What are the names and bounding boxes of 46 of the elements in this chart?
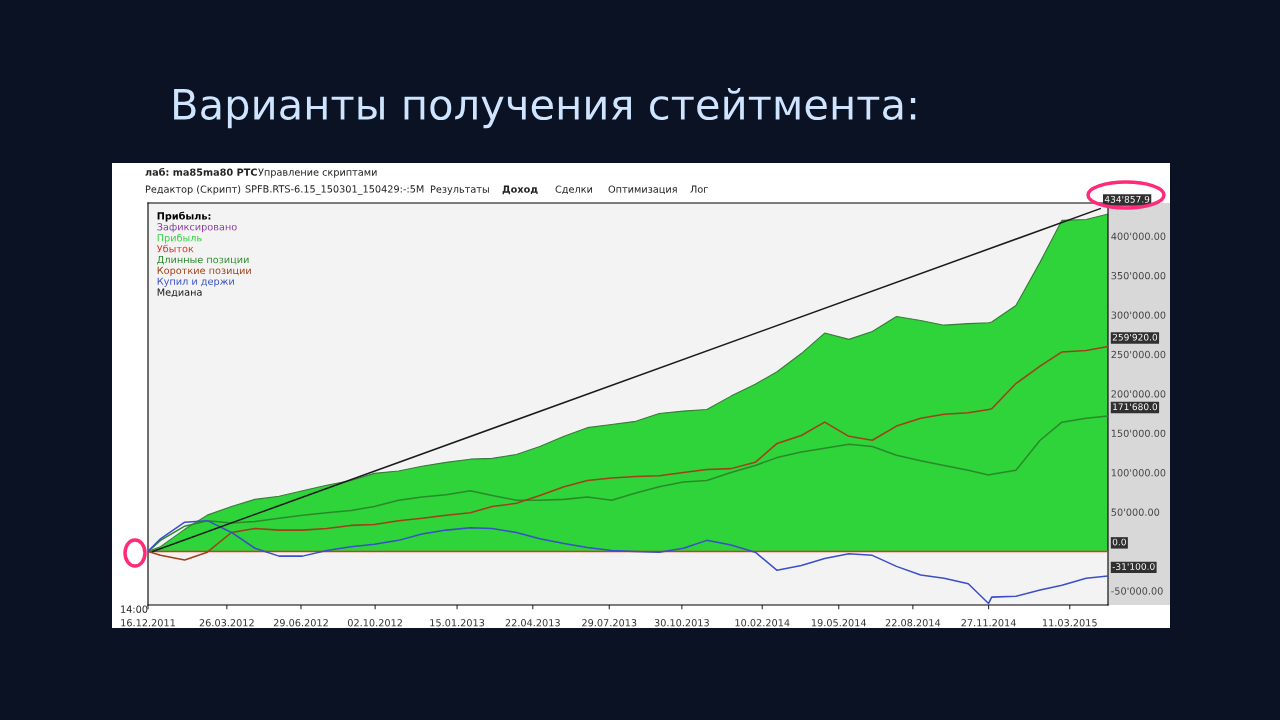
text: Купил и держи xyxy=(157,277,234,287)
annotation: 259'920.0 xyxy=(1112,333,1158,341)
text: Убыток xyxy=(156,244,194,253)
y-tick-label: -50'000.00 xyxy=(1111,587,1163,595)
x-tick-label: 22.08.2014 xyxy=(885,619,941,627)
y-tick-label: 400'000.00 xyxy=(1111,232,1166,240)
text: Медиана xyxy=(157,288,202,298)
x-tick-label: 27.11.2014 xyxy=(961,619,1016,627)
x-tick-label: 02.10.2012 xyxy=(347,619,402,627)
y-tick-label: 200'000.00 xyxy=(1111,390,1166,398)
x-tick-label: 29.07.2013 xyxy=(582,619,637,627)
text: Лог xyxy=(690,185,708,193)
x-tick-label: 29.06.2012 xyxy=(273,619,328,627)
y-tick-label: 350'000.00 xyxy=(1111,272,1166,280)
y-tick-label: 150'000.00 xyxy=(1111,429,1166,437)
x-tick-label: 19.05.2014 xyxy=(811,619,867,627)
annotation: -31'100.0 xyxy=(1112,563,1155,570)
text: SPFB.RTS-6.15_150301_150429:-:5M xyxy=(245,185,424,195)
x-tick-label: 26.03.2012 xyxy=(199,619,254,627)
x-tick-label: 15.01.2013 xyxy=(430,619,485,627)
text: Управление скриптами xyxy=(258,168,377,178)
text: Длинные позиции xyxy=(157,256,249,265)
x-tick-label: 16.12.2011 xyxy=(121,619,175,627)
text: 14:00 xyxy=(121,605,148,613)
y-tick-label: 300'000.00 xyxy=(1111,311,1166,319)
text: Результаты xyxy=(430,185,489,195)
x-tick-label: 22.04.2013 xyxy=(505,619,560,627)
x-tick-label: 10.02.2014 xyxy=(735,619,790,627)
text: Доход xyxy=(502,185,538,195)
y-tick-label: 50'000.00 xyxy=(1111,508,1160,516)
annotation: 434'857.9 xyxy=(1104,195,1150,203)
y-tick-label: 250'000.00 xyxy=(1111,350,1166,359)
text: Короткие позиции xyxy=(157,266,251,276)
text: Прибыль xyxy=(157,233,202,244)
x-tick-label: 11.03.2015 xyxy=(1042,619,1097,627)
legend-title: Прибыль: xyxy=(157,211,211,222)
x-tick-label: 30.10.2013 xyxy=(654,619,709,627)
text: Редактор (Скрипт) xyxy=(145,185,241,195)
text: лаб: ma85ma80 PTC xyxy=(145,167,257,176)
y-tick-label: 100'000.00 xyxy=(1111,469,1166,477)
chart-title: Варианты получения стейтмента: xyxy=(174,88,916,129)
legend-label: Зафиксировано xyxy=(157,223,237,233)
annotation: 171'680.0 xyxy=(1113,403,1158,411)
text: Сделки xyxy=(555,185,593,195)
annotation: 0.0 xyxy=(1112,538,1126,546)
text: Оптимизация xyxy=(608,185,677,195)
